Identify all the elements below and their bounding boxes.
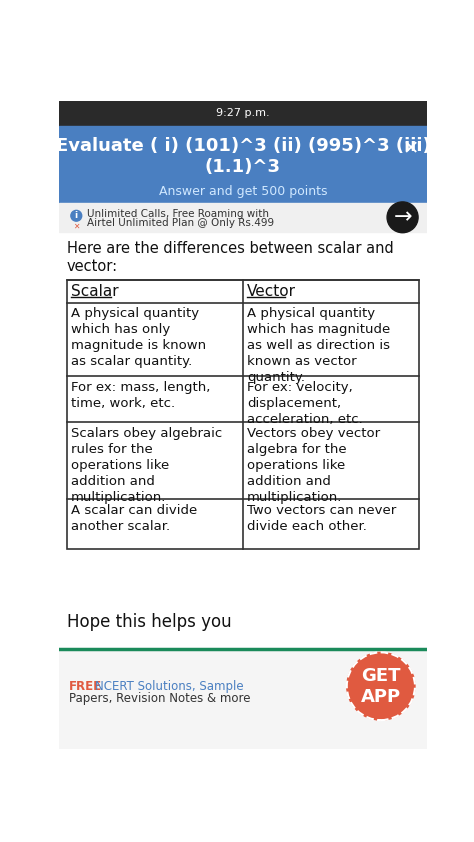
Text: Evaluate ( i) (101)^3 (ii) (995)^3 (iii)
(1.1)^3: Evaluate ( i) (101)^3 (ii) (995)^3 (iii)… xyxy=(55,137,430,176)
Text: Here are the differences between scalar and
vector:: Here are the differences between scalar … xyxy=(67,241,394,274)
Bar xyxy=(59,203,427,232)
Text: For ex: velocity,
displacement,
acceleration, etc.: For ex: velocity, displacement, accelera… xyxy=(247,381,363,425)
Text: Answer and get 500 points: Answer and get 500 points xyxy=(159,185,327,199)
Text: GET
APP: GET APP xyxy=(361,667,401,706)
Text: A physical quantity
which has magnitude
as well as direction is
known as vector
: A physical quantity which has magnitude … xyxy=(247,307,390,385)
Text: →: → xyxy=(393,207,412,227)
Text: Two vectors can never
divide each other.: Two vectors can never divide each other. xyxy=(247,504,396,533)
Circle shape xyxy=(347,653,415,720)
Text: Scalar: Scalar xyxy=(71,284,118,299)
Bar xyxy=(59,649,427,749)
Circle shape xyxy=(387,202,418,232)
Text: ✕: ✕ xyxy=(403,139,419,158)
Text: Vector: Vector xyxy=(247,284,296,299)
Text: NCERT Solutions, Sample: NCERT Solutions, Sample xyxy=(95,679,244,693)
Bar xyxy=(59,101,427,125)
Text: Vectors obey vector
algebra for the
operations like
addition and
multiplication.: Vectors obey vector algebra for the oper… xyxy=(247,427,380,504)
Circle shape xyxy=(71,210,82,221)
Text: FREE: FREE xyxy=(69,679,102,693)
Text: Papers, Revision Notes & more: Papers, Revision Notes & more xyxy=(69,692,250,705)
Text: A scalar can divide
another scalar.: A scalar can divide another scalar. xyxy=(71,504,197,533)
Bar xyxy=(59,125,427,203)
Text: Airtel Unlimited Plan @ Only Rs.499: Airtel Unlimited Plan @ Only Rs.499 xyxy=(87,218,274,228)
Text: 9:27 p.m.: 9:27 p.m. xyxy=(216,109,270,119)
Text: For ex: mass, length,
time, work, etc.: For ex: mass, length, time, work, etc. xyxy=(71,381,210,409)
Text: Hope this helps you: Hope this helps you xyxy=(67,613,232,632)
Bar xyxy=(67,280,419,549)
Text: i: i xyxy=(75,211,78,221)
Text: Scalars obey algebraic
rules for the
operations like
addition and
multiplication: Scalars obey algebraic rules for the ope… xyxy=(71,427,222,504)
Text: ✕: ✕ xyxy=(73,222,80,231)
Text: Unlimited Calls, Free Roaming with: Unlimited Calls, Free Roaming with xyxy=(87,209,269,219)
Text: A physical quantity
which has only
magnitude is known
as scalar quantity.: A physical quantity which has only magni… xyxy=(71,307,206,369)
